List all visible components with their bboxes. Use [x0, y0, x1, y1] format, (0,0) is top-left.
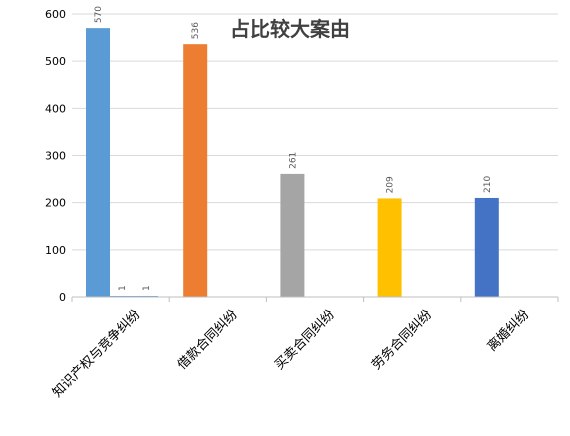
x-category-label: 借款合同纠纷: [175, 307, 241, 373]
bar: [377, 198, 402, 297]
data-labels: 570 1 1 536 261 209 210: [94, 6, 493, 291]
y-tick-label: 0: [59, 291, 66, 304]
x-category-label: 知识产权与竞争纠纷: [49, 307, 143, 401]
y-tick-label: 200: [45, 197, 66, 210]
y-tick-label: 300: [45, 150, 66, 163]
y-tick-label: 600: [45, 8, 66, 21]
x-axis: [71, 296, 559, 302]
bar: [280, 173, 305, 297]
bar: [474, 197, 499, 297]
y-tick-label: 100: [45, 244, 66, 257]
y-tick-label: 500: [45, 55, 66, 68]
data-label: 209: [386, 176, 396, 193]
bar: [86, 28, 110, 298]
data-label: 261: [288, 152, 298, 169]
chart-title: 占比较大案由: [230, 17, 350, 41]
bars: [86, 28, 499, 298]
data-label: 210: [483, 175, 493, 192]
category-labels: 知识产权与竞争纠纷 借款合同纠纷 买卖合同纠纷 劳务合同纠纷 离婚纠纷: [49, 307, 532, 401]
data-label: 536: [191, 22, 201, 39]
data-label: 570: [94, 6, 104, 23]
data-label: 1: [118, 285, 128, 291]
bar: [183, 44, 208, 297]
y-axis-ticks: 0 100 200 300 400 500 600: [45, 8, 66, 304]
x-category-label: 离婚纠纷: [484, 307, 532, 355]
x-category-label: 买卖合同纠纷: [272, 307, 338, 373]
y-tick-label: 400: [45, 102, 66, 115]
x-category-label: 劳务合同纠纷: [369, 307, 435, 373]
data-label: 1: [142, 285, 152, 291]
